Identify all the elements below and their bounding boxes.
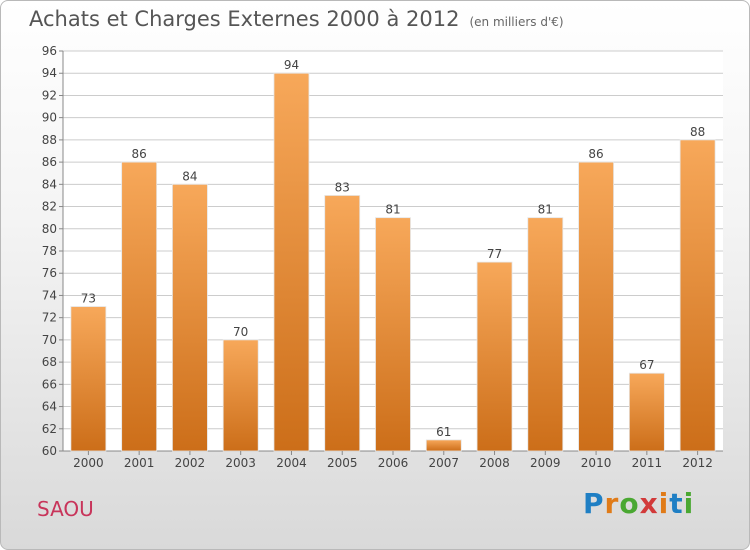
logo-letter: i <box>683 487 695 520</box>
y-tick-label: 76 <box>42 266 57 280</box>
bar-value-label: 86 <box>132 147 147 161</box>
bar <box>628 372 665 452</box>
bar <box>527 217 564 452</box>
y-tick-label: 62 <box>42 422 57 436</box>
bar-value-label: 94 <box>284 58 299 72</box>
y-tick-label: 60 <box>42 444 57 458</box>
logo-letter: r <box>604 487 620 520</box>
logo-letter: P <box>583 487 605 520</box>
x-tick-label: 2002 <box>175 456 206 470</box>
bar-value-label: 86 <box>588 147 603 161</box>
x-tick-label: 2009 <box>530 456 561 470</box>
y-tick-label: 94 <box>42 66 57 80</box>
bar <box>121 161 158 452</box>
y-tick-label: 90 <box>42 111 57 125</box>
x-tick-label: 2012 <box>682 456 713 470</box>
x-tick-label: 2006 <box>378 456 409 470</box>
bar <box>70 306 107 452</box>
y-tick-label: 82 <box>42 200 57 214</box>
x-tick-label: 2007 <box>428 456 459 470</box>
logo-letter: x <box>639 487 659 520</box>
y-tick-label: 96 <box>42 44 57 58</box>
logo-letter: o <box>619 487 640 520</box>
bar-value-label: 67 <box>639 358 654 372</box>
logo-letter: i <box>658 487 670 520</box>
y-tick-label: 66 <box>42 377 57 391</box>
y-tick-label: 64 <box>42 400 57 414</box>
y-tick-label: 92 <box>42 88 57 102</box>
chart-title: Achats et Charges Externes 2000 à 2012 (e… <box>29 7 564 31</box>
bar-value-label: 88 <box>690 125 705 139</box>
x-tick-label: 2010 <box>581 456 612 470</box>
bar <box>679 139 716 452</box>
x-tick-label: 2011 <box>632 456 663 470</box>
x-tick-label: 2008 <box>479 456 510 470</box>
bar-value-label: 84 <box>182 169 197 183</box>
bar <box>425 439 462 452</box>
bar <box>273 72 310 452</box>
bar <box>375 217 411 452</box>
y-tick-label: 86 <box>42 155 57 169</box>
y-tick-label: 84 <box>42 177 57 191</box>
y-tick-label: 68 <box>42 355 57 369</box>
bar <box>324 195 361 452</box>
bar-value-label: 77 <box>487 247 502 261</box>
bar <box>172 183 208 452</box>
logo-letter: t <box>669 487 684 520</box>
y-tick-label: 80 <box>42 222 57 236</box>
y-tick-label: 70 <box>42 333 57 347</box>
x-tick-label: 2005 <box>327 456 358 470</box>
y-tick-label: 78 <box>42 244 57 258</box>
chart-subtitle: (en milliers d'€) <box>469 15 564 29</box>
y-tick-label: 88 <box>42 133 57 147</box>
x-tick-label: 2000 <box>73 456 104 470</box>
bar-value-label: 81 <box>385 203 400 217</box>
commune-name: SAOU <box>37 497 94 521</box>
bar-value-label: 70 <box>233 325 248 339</box>
bar-value-label: 61 <box>436 425 451 439</box>
bar <box>476 261 513 452</box>
x-tick-label: 2001 <box>124 456 155 470</box>
bar <box>578 161 614 452</box>
proxiti-logo: Proxiti <box>583 487 694 520</box>
bar-value-label: 73 <box>81 292 96 306</box>
y-tick-label: 74 <box>42 288 57 302</box>
bar-value-label: 83 <box>335 180 350 194</box>
x-tick-label: 2004 <box>276 456 307 470</box>
chart-title-text: Achats et Charges Externes 2000 à 2012 <box>29 7 460 31</box>
x-tick-label: 2003 <box>225 456 256 470</box>
bar <box>222 339 259 452</box>
y-tick-label: 72 <box>42 311 57 325</box>
bar-value-label: 81 <box>538 203 553 217</box>
